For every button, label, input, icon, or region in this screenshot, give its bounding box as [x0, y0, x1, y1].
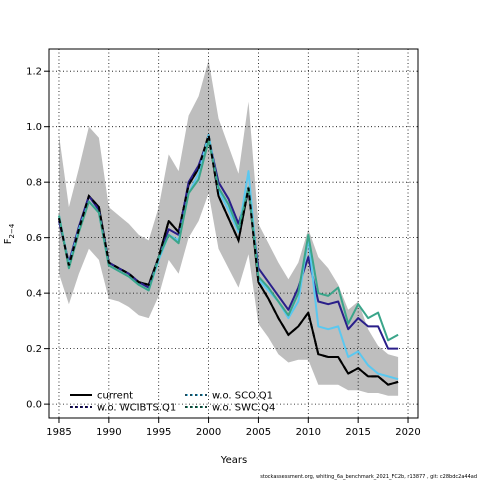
- x-axis-label: Years: [220, 455, 247, 466]
- y-tick-label: 0.2: [26, 344, 42, 355]
- axes: 1985 1990 1995 2000 2005 2010 2015 2020 0.0 0.2 0.…: [26, 48, 421, 438]
- y-tick-label: 0.0: [26, 400, 42, 411]
- y-tick-label: 0.6: [26, 233, 42, 244]
- confidence-band: [59, 60, 399, 396]
- footnote: stockassessment.org, whiting_6a_benchmar…: [260, 474, 477, 480]
- x-tick-label: 2010: [296, 427, 321, 438]
- y-tick-label: 1.0: [26, 122, 42, 133]
- x-tick-label: 2000: [196, 427, 221, 438]
- y-tick-label: 1.2: [26, 67, 42, 78]
- y-axis-label: F2−4: [3, 223, 16, 244]
- y-tick-label: 0.4: [26, 289, 42, 300]
- y-axis-label-sub: 2−4: [8, 223, 16, 238]
- x-tick-label: 2005: [246, 427, 271, 438]
- legend-label-3: w.o. SWC.Q4: [212, 403, 275, 414]
- y-axis-label-main: F: [3, 238, 14, 244]
- y-tick-label: 0.8: [26, 178, 42, 189]
- plot-area: [49, 49, 418, 418]
- legend-label-1: w.o. WCIBTS.Q1: [97, 403, 176, 414]
- series-line-overlay: [58, 134, 399, 386]
- x-tick-label: 2020: [395, 427, 420, 438]
- legend-label-0: current: [97, 391, 133, 402]
- x-tick-label: 1985: [46, 427, 71, 438]
- legend-label-2: w.o. SCO.Q1: [212, 391, 273, 402]
- plot-frame: [48, 48, 419, 419]
- series-line-3: [58, 139, 399, 342]
- x-tick-label: 1990: [96, 427, 121, 438]
- x-tick-label: 1995: [146, 427, 171, 438]
- x-tick-label: 2015: [345, 427, 370, 438]
